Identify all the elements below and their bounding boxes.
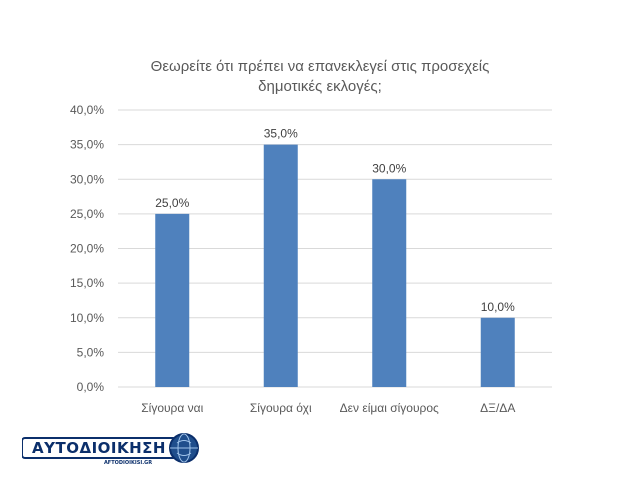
bar bbox=[155, 213, 190, 387]
y-tick-label: 25,0% bbox=[70, 207, 104, 221]
x-axis-category-labels: Σίγουρα ναι Σίγουρα όχι Δεν είμαι σίγουρος… bbox=[141, 401, 515, 415]
y-tick-label: 0,0% bbox=[77, 380, 105, 394]
bar bbox=[372, 179, 407, 387]
y-tick-label: 5,0% bbox=[77, 345, 105, 359]
bar bbox=[263, 144, 298, 387]
data-label: 30,0% bbox=[372, 161, 406, 175]
aftodioikisi-logo: ΑΥΤΟΔΙΟΙΚΗΣΗ AFTODIOIKISI.GR bbox=[21, 432, 202, 466]
logo-name: ΑΥΤΟΔΙΟΙΚΗΣΗ bbox=[32, 439, 166, 457]
chart-title-line-2: δημοτικές εκλογές; bbox=[258, 78, 382, 95]
logo-subtext: AFTODIOIKISI.GR bbox=[104, 460, 152, 466]
chart-title: Θεωρείτε ότι πρέπει να επανεκλεγεί στις … bbox=[151, 58, 490, 95]
y-tick-label: 30,0% bbox=[70, 172, 104, 186]
data-label: 25,0% bbox=[155, 196, 189, 210]
y-tick-label: 40,0% bbox=[70, 103, 104, 117]
category-label: Σίγουρα ναι bbox=[141, 401, 203, 415]
bars bbox=[155, 144, 515, 387]
chart-title-line-1: Θεωρείτε ότι πρέπει να επανεκλεγεί στις … bbox=[151, 58, 490, 75]
y-axis-tick-labels: 0,0% 5,0% 10,0% 15,0% 20,0% 25,0% 30,0% 35,0% 40… bbox=[70, 103, 104, 394]
category-label: ΔΞ/ΔΑ bbox=[480, 401, 515, 415]
y-tick-label: 20,0% bbox=[70, 242, 104, 256]
data-labels: 25,0% 35,0% 30,0% 10,0% bbox=[155, 127, 515, 314]
category-label: Σίγουρα όχι bbox=[250, 401, 312, 415]
y-tick-label: 10,0% bbox=[70, 311, 104, 325]
data-label: 35,0% bbox=[264, 127, 298, 141]
logo-graphic: ΑΥΤΟΔΙΟΙΚΗΣΗ AFTODIOIKISI.GR bbox=[21, 433, 199, 466]
y-tick-label: 35,0% bbox=[70, 138, 104, 152]
bar bbox=[480, 317, 515, 387]
y-tick-label: 15,0% bbox=[70, 276, 104, 290]
category-label: Δεν είμαι σίγουρος bbox=[340, 401, 439, 415]
gridlines bbox=[118, 109, 552, 388]
data-label: 10,0% bbox=[481, 300, 515, 314]
